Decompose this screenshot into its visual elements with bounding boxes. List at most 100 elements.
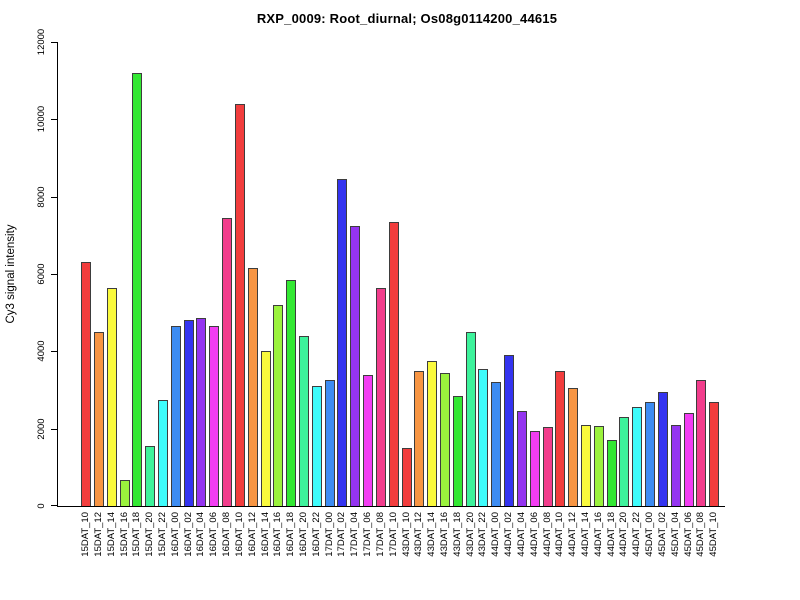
- x-tick-label: 15DAT_20: [144, 512, 156, 557]
- x-tick-label: 17DAT_02: [336, 512, 348, 557]
- x-tick-label: 45DAT_00: [644, 512, 656, 557]
- x-tick-label: 45DAT_10: [708, 512, 720, 557]
- bar-15DAT_20: [145, 446, 156, 506]
- bar-15DAT_22: [157, 400, 168, 506]
- x-tick-label: 45DAT_08: [695, 512, 707, 557]
- x-tick-label: 43DAT_12: [413, 512, 425, 557]
- bar-45DAT_10: [709, 402, 720, 506]
- x-tick-label: 45DAT_02: [656, 512, 668, 557]
- x-tick-label: 45DAT_06: [682, 512, 694, 557]
- bar-44DAT_00: [491, 382, 502, 506]
- y-tick-label: 2000: [36, 418, 47, 440]
- x-tick-label: 17DAT_00: [323, 512, 335, 557]
- x-tick-label: 17DAT_08: [374, 512, 386, 557]
- bar-43DAT_22: [478, 369, 489, 506]
- bar-43DAT_16: [440, 373, 450, 506]
- x-tick-label: 44DAT_06: [528, 512, 540, 557]
- y-tick: [51, 42, 57, 43]
- y-tick-label: 6000: [36, 263, 47, 285]
- x-tick-label: 43DAT_22: [477, 512, 489, 557]
- y-tick-label: 8000: [36, 186, 47, 208]
- bar-44DAT_22: [632, 407, 643, 506]
- bar-43DAT_10: [401, 448, 412, 506]
- bar-43DAT_20: [465, 332, 476, 506]
- bar-45DAT_08: [696, 380, 707, 506]
- x-tick-label: 16DAT_14: [259, 512, 271, 557]
- bar-16DAT_12: [247, 268, 258, 506]
- y-tick-label: 12000: [36, 28, 47, 56]
- y-tick: [51, 197, 57, 198]
- bar-44DAT_10: [555, 371, 566, 506]
- x-tick-label: 17DAT_06: [362, 512, 373, 557]
- bar-17DAT_06: [363, 375, 373, 506]
- bar-15DAT_18: [132, 73, 143, 506]
- bar-15DAT_14: [106, 288, 117, 506]
- bar-15DAT_16: [119, 480, 130, 506]
- x-tick-label: 44DAT_14: [580, 512, 591, 557]
- bar-16DAT_14: [260, 351, 271, 506]
- bar-45DAT_06: [683, 413, 694, 506]
- x-tick-label: 16DAT_20: [297, 512, 309, 557]
- bar-44DAT_04: [516, 411, 527, 506]
- x-tick-label: 16DAT_18: [285, 512, 297, 557]
- bar-17DAT_10: [388, 222, 399, 506]
- x-tick-label: 44DAT_00: [490, 512, 502, 557]
- x-tick-label: 43DAT_14: [426, 512, 438, 557]
- x-tick-label: 16DAT_02: [182, 512, 194, 557]
- x-tick-label: 16DAT_00: [169, 512, 181, 557]
- x-tick-label: 44DAT_04: [515, 512, 527, 557]
- x-tick-label: 15DAT_18: [131, 512, 143, 557]
- x-tick-label: 16DAT_08: [221, 512, 232, 557]
- bar-44DAT_16: [593, 426, 604, 506]
- y-tick-label: 0: [36, 503, 47, 509]
- x-tick-label: 17DAT_04: [349, 512, 361, 557]
- x-tick-label: 16DAT_22: [310, 512, 322, 557]
- y-tick-label: 10000: [36, 105, 47, 133]
- bar-17DAT_08: [375, 288, 386, 506]
- bar-16DAT_18: [286, 280, 297, 506]
- bar-15DAT_10: [81, 262, 91, 506]
- x-tick-label: 44DAT_08: [541, 512, 553, 557]
- bar-17DAT_00: [324, 380, 335, 506]
- bar-16DAT_02: [183, 320, 194, 506]
- x-tick-label: 17DAT_10: [387, 512, 399, 557]
- y-tick: [51, 119, 57, 120]
- x-tick-label: 16DAT_04: [195, 512, 207, 557]
- x-tick-label: 45DAT_04: [669, 512, 681, 557]
- plot-area: [51, 42, 725, 507]
- bar-16DAT_06: [209, 326, 220, 506]
- bar-45DAT_02: [657, 392, 668, 506]
- bar-44DAT_08: [542, 427, 553, 506]
- bar-44DAT_12: [568, 388, 579, 506]
- x-tick-label: 44DAT_20: [618, 512, 630, 557]
- x-tick-label: 43DAT_20: [464, 512, 476, 557]
- bar-16DAT_10: [234, 104, 245, 506]
- bar-43DAT_14: [427, 361, 438, 506]
- x-tick-label: 16DAT_10: [233, 512, 245, 557]
- x-tick-label: 15DAT_10: [80, 512, 91, 557]
- x-tick-label: 16DAT_12: [246, 512, 258, 557]
- x-tick-label: 44DAT_12: [567, 512, 579, 557]
- bar-45DAT_00: [645, 402, 656, 506]
- bar-16DAT_20: [298, 336, 309, 506]
- bar-45DAT_04: [670, 425, 681, 506]
- x-tick-label: 44DAT_10: [554, 512, 566, 557]
- x-tick-label: 16DAT_06: [208, 512, 220, 557]
- x-tick-label: 43DAT_10: [400, 512, 412, 557]
- bar-43DAT_18: [452, 396, 463, 506]
- bar-16DAT_08: [222, 218, 232, 506]
- x-tick-label: 44DAT_22: [631, 512, 643, 557]
- bar-44DAT_06: [529, 431, 540, 506]
- bar-44DAT_18: [606, 440, 617, 506]
- x-tick-label: 43DAT_16: [439, 512, 450, 557]
- bar-15DAT_12: [93, 332, 104, 506]
- bar-17DAT_04: [350, 226, 361, 506]
- x-tick-label: 16DAT_16: [272, 512, 284, 557]
- y-tick-label: 4000: [36, 340, 47, 362]
- bar-43DAT_12: [414, 371, 425, 506]
- y-tick: [51, 351, 57, 352]
- x-tick-label: 44DAT_02: [503, 512, 515, 557]
- y-tick: [51, 505, 57, 506]
- bar-16DAT_22: [311, 386, 322, 506]
